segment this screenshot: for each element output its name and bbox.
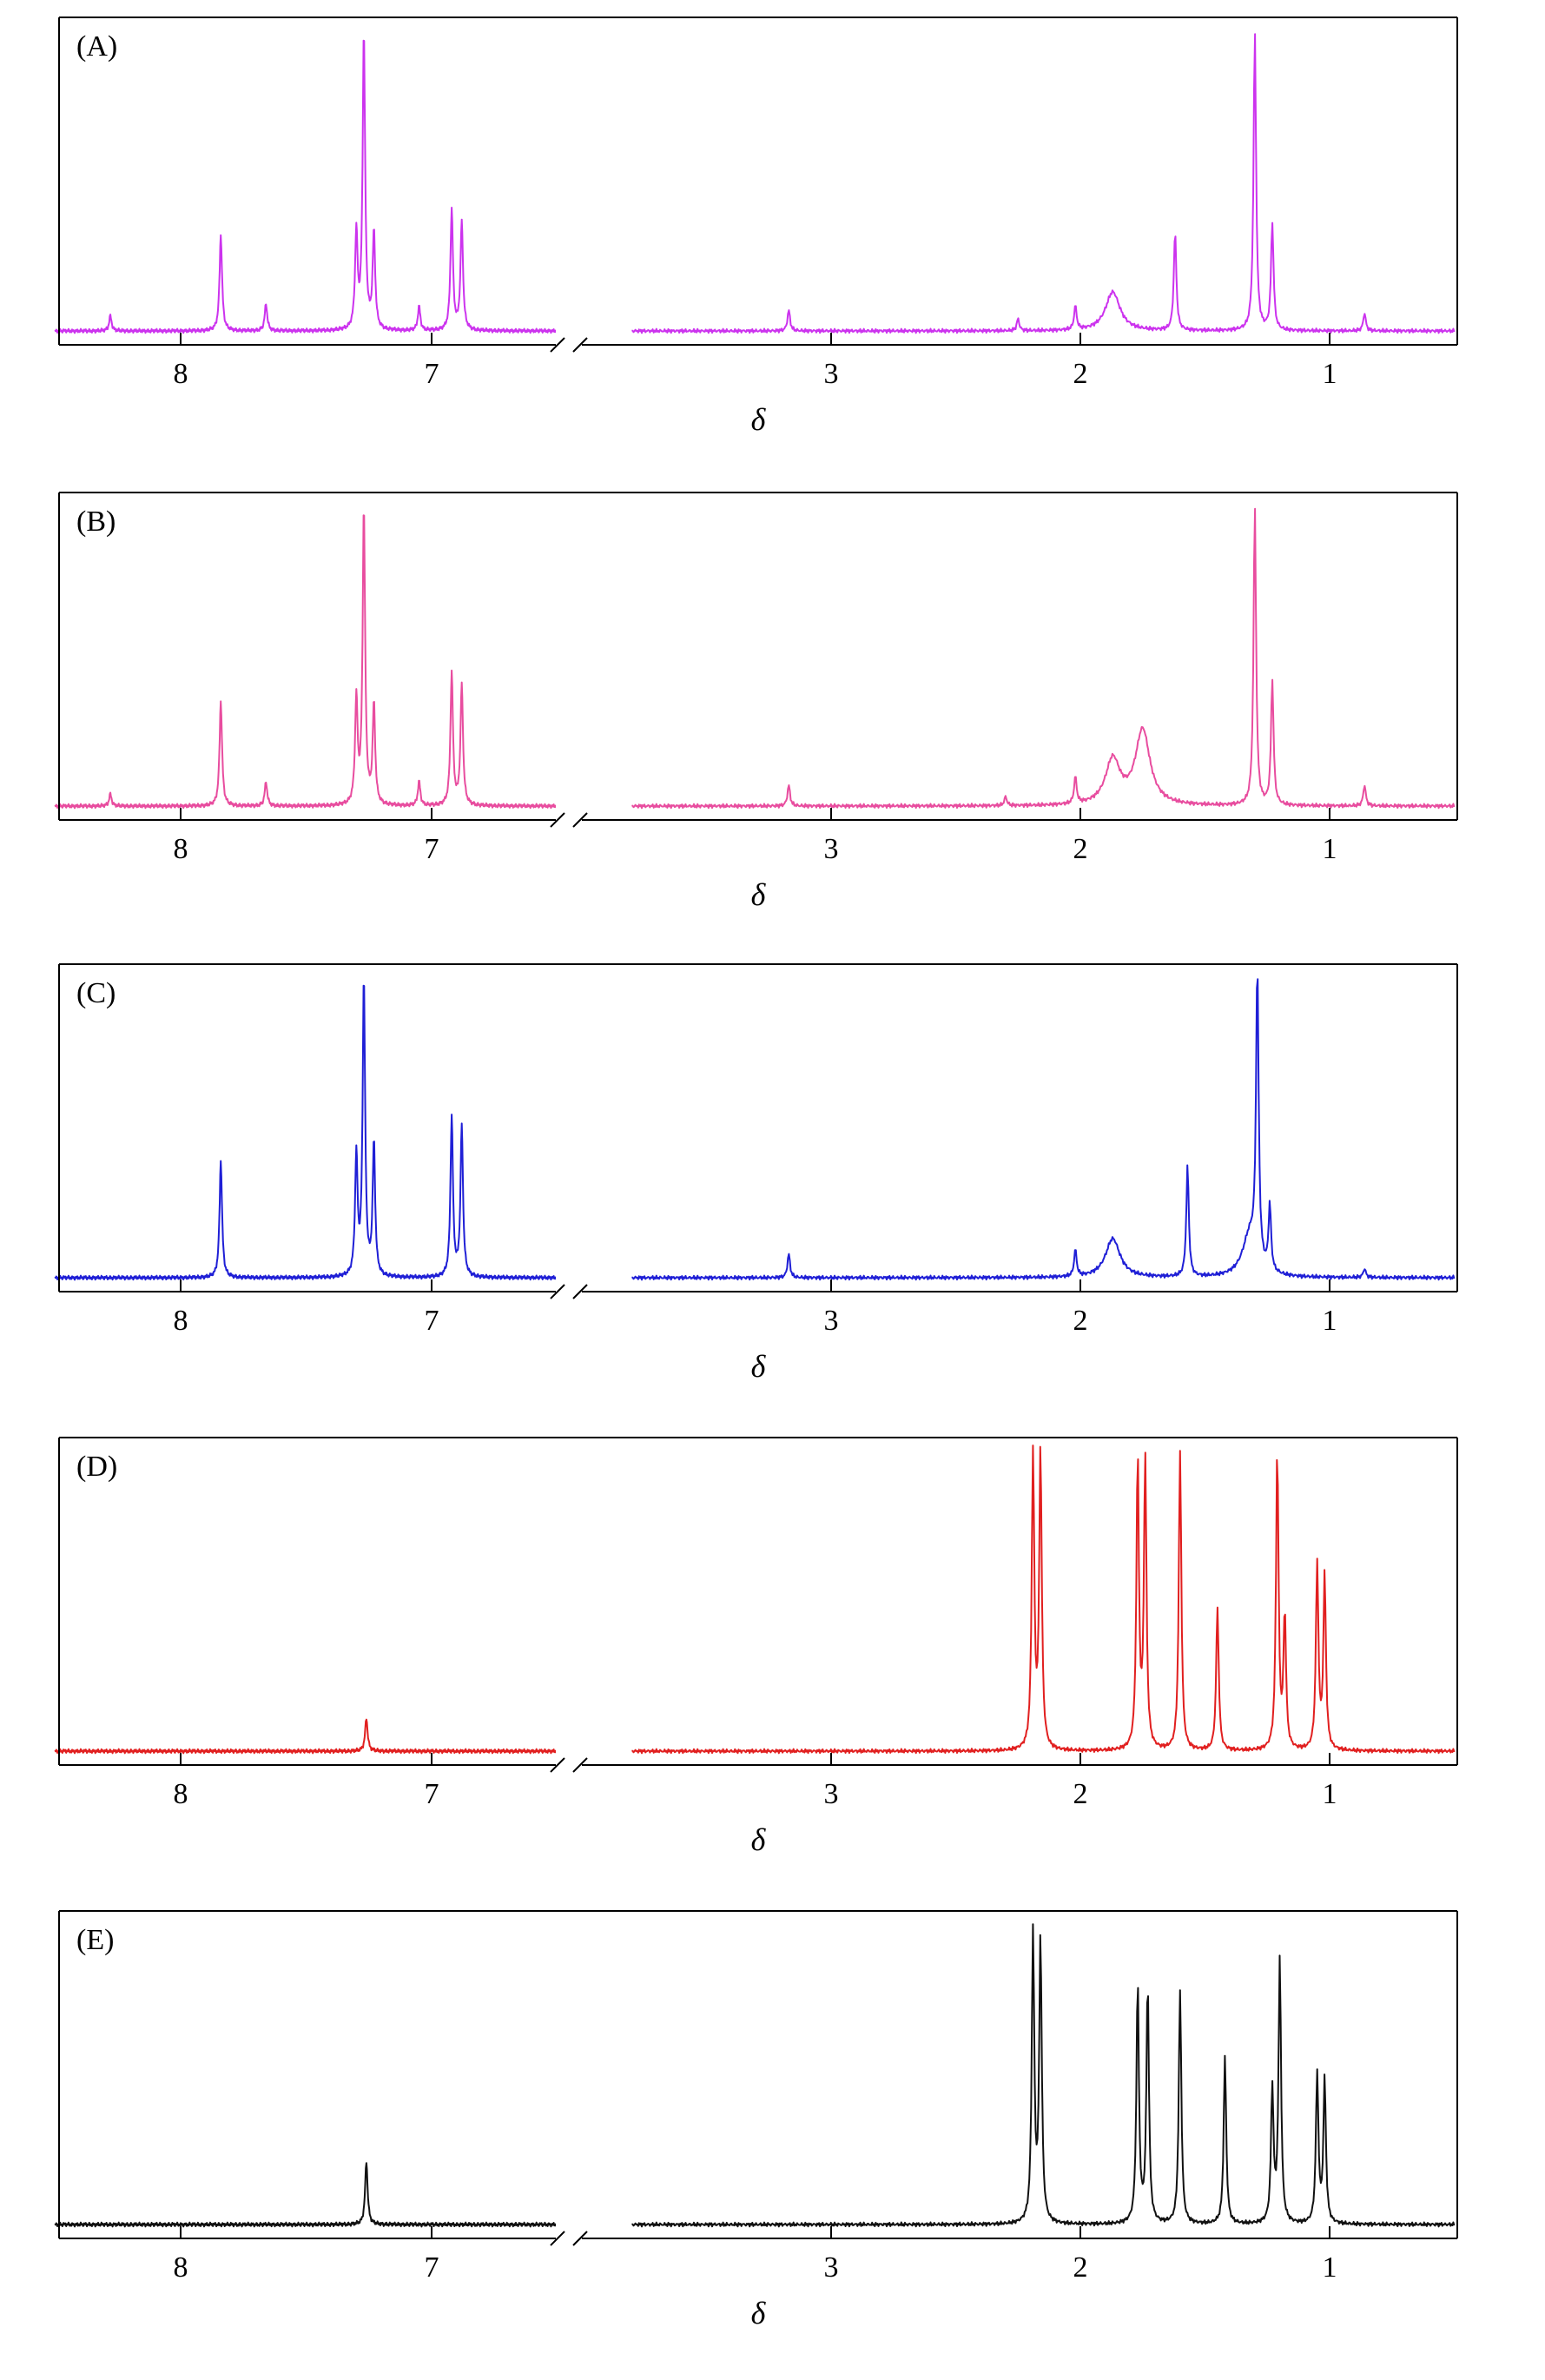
x-tick-label: 3: [824, 1305, 839, 1337]
axis-break-mark: [550, 1284, 565, 1299]
axis-break-mark: [550, 1757, 565, 1773]
axis-break-mark: [572, 1284, 588, 1299]
x-tick-label: 8: [174, 1778, 188, 1810]
x-tick-label: 7: [425, 1305, 439, 1337]
panel-label: (D): [76, 1451, 117, 1483]
x-tick-label: 3: [824, 1778, 839, 1810]
spectrum-panel-b: 8 7 3 2 1 δ (B): [54, 491, 1458, 912]
panel-label: (E): [76, 1924, 114, 1956]
axis-break-mark: [572, 2231, 588, 2246]
x-axis-label: δ: [751, 402, 767, 437]
axis-break-gap: [556, 1909, 582, 2236]
x-tick-label: 1: [1323, 358, 1337, 390]
x-axis-label: δ: [751, 2296, 767, 2330]
spectrum-trace-aromatic: [54, 1718, 558, 1755]
x-tick-label: 1: [1323, 2251, 1337, 2284]
x-tick-label: 1: [1323, 1305, 1337, 1337]
axis-break-gap: [556, 1436, 582, 1762]
x-tick-label: 7: [425, 2251, 439, 2284]
x-tick-label: 2: [1073, 833, 1088, 865]
spectrum-panel-a: 8 7 3 2 1 δ (A): [54, 16, 1458, 437]
x-tick-label: 3: [824, 358, 839, 390]
x-tick-label: 2: [1073, 1778, 1088, 1810]
spectrum-panel-d: 8 7 3 2 1 δ (D): [54, 1436, 1458, 1857]
x-tick-label: 3: [824, 833, 839, 865]
spectrum-trace-aliphatic: [631, 1923, 1456, 2228]
x-tick-label: 7: [425, 833, 439, 865]
spectrum-panel-c: 8 7 3 2 1 δ (C): [54, 962, 1458, 1384]
spectrum-trace-aliphatic: [631, 978, 1456, 1281]
spectrum-trace-aromatic: [54, 984, 558, 1281]
panel-label: (A): [76, 30, 117, 63]
x-tick-label: 8: [174, 358, 188, 390]
x-tick-label: 1: [1323, 833, 1337, 865]
axis-break-mark: [550, 2231, 565, 2246]
x-axis-label: δ: [751, 877, 767, 912]
spectrum-panel-e: 8 7 3 2 1 δ (E): [54, 1909, 1458, 2330]
panel-label: (B): [76, 506, 116, 538]
x-tick-label: 7: [425, 1778, 439, 1810]
x-axis-label: δ: [751, 1822, 767, 1857]
axis-break-mark: [572, 1757, 588, 1773]
axis-break-mark: [550, 337, 565, 353]
axis-break-gap: [556, 16, 582, 342]
spectrum-trace-aromatic: [54, 2162, 558, 2228]
axis-break-gap: [556, 962, 582, 1289]
x-axis-label: δ: [751, 1349, 767, 1384]
x-tick-label: 8: [174, 2251, 188, 2284]
axis-break-mark: [572, 337, 588, 353]
axis-break-mark: [550, 812, 565, 828]
panel-label: (C): [76, 977, 116, 1009]
axis-break-gap: [556, 491, 582, 817]
spectrum-trace-aliphatic: [631, 507, 1456, 810]
x-tick-label: 7: [425, 358, 439, 390]
x-tick-label: 8: [174, 1305, 188, 1337]
spectrum-trace-aromatic: [54, 514, 558, 810]
x-tick-label: 2: [1073, 358, 1088, 390]
x-tick-label: 2: [1073, 2251, 1088, 2284]
x-tick-label: 2: [1073, 1305, 1088, 1337]
spectrum-trace-aromatic: [54, 39, 558, 334]
spectrum-trace-aliphatic: [631, 1445, 1456, 1755]
spectrum-trace-aliphatic: [631, 33, 1456, 334]
x-tick-label: 3: [824, 2251, 839, 2284]
x-tick-label: 8: [174, 833, 188, 865]
x-tick-label: 1: [1323, 1778, 1337, 1810]
axis-break-mark: [572, 812, 588, 828]
